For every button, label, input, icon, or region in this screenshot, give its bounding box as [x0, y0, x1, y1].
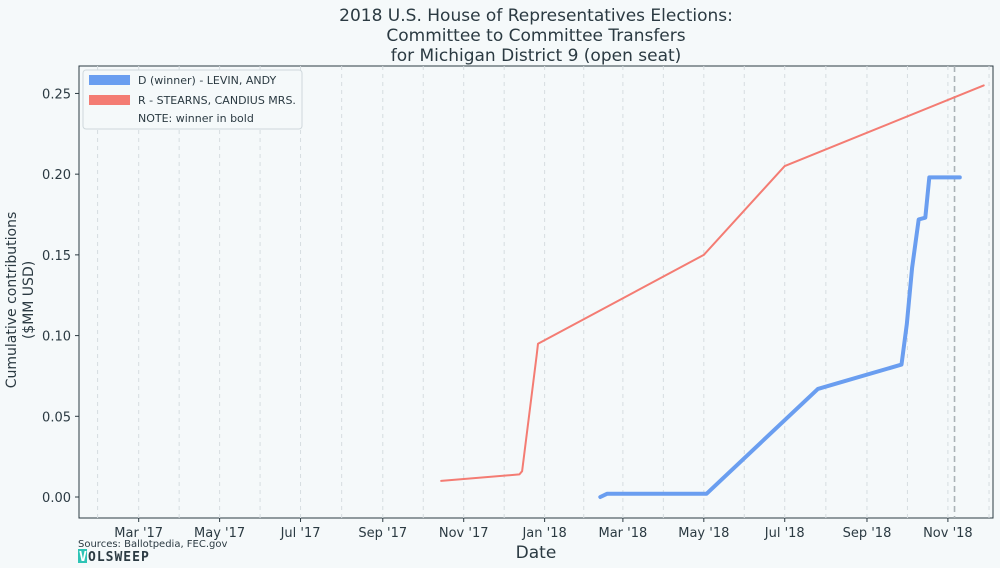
- x-tick-label: May '17: [194, 526, 245, 541]
- x-tick-label: Nov '18: [923, 526, 973, 541]
- y-axis-label: Cumulative contributions ($MM USD): [4, 212, 37, 389]
- title-line-2: Committee to Committee Transfers: [386, 26, 685, 46]
- y-tick-label: 0.25: [42, 87, 71, 102]
- y-axis-ticks: 0.00 0.05 0.10 0.15 0.20 0.25: [42, 87, 79, 506]
- y-tick-label: 0.05: [42, 410, 71, 425]
- y-axis-label-line-2: ($MM USD): [21, 261, 37, 339]
- legend: D (winner) - LEVIN, ANDY R - STEARNS, CA…: [82, 69, 303, 130]
- x-tick-label: Jul '17: [280, 526, 321, 541]
- gridlines: [97, 66, 990, 518]
- x-tick-label: Jul '18: [764, 526, 805, 541]
- x-tick-label: Sep '18: [843, 526, 892, 541]
- series-line-stearns: [440, 84, 985, 482]
- legend-box: [82, 69, 303, 130]
- legend-label-stearns: R - STEARNS, CANDIUS MRS.: [138, 94, 296, 107]
- y-axis-label-line-1: Cumulative contributions: [4, 212, 20, 389]
- logo-mark: V: [79, 550, 88, 565]
- x-tick-label: Sep '17: [358, 526, 407, 541]
- y-tick-label: 0.20: [42, 168, 71, 183]
- series-lines: [440, 84, 985, 499]
- chart-title: 2018 U.S. House of Representatives Elect…: [339, 6, 733, 66]
- legend-swatch-stearns: [89, 95, 130, 105]
- plot-area: [78, 65, 994, 519]
- title-line-3: for Michigan District 9 (open seat): [391, 46, 682, 66]
- y-tick-label: 0.00: [42, 491, 71, 506]
- volsweep-logo: V OLSWEEP: [78, 549, 150, 565]
- logo-text: OLSWEEP: [88, 550, 150, 565]
- x-axis-ticks: Mar '17 May '17 Jul '17 Sep '17 Nov '17 Jan '…: [114, 518, 973, 541]
- x-tick-label: Nov '17: [439, 526, 489, 541]
- x-tick-label: Mar '17: [114, 526, 163, 541]
- legend-swatch-levin: [89, 75, 130, 85]
- x-axis-label: Date: [516, 543, 557, 563]
- sources-note: Sources: Ballotpedia, FEC.gov: [78, 539, 227, 550]
- y-tick-label: 0.10: [42, 330, 71, 345]
- logo-mark-box: [78, 549, 87, 563]
- series-line-levin: [598, 175, 962, 499]
- legend-label-levin: D (winner) - LEVIN, ANDY: [138, 74, 276, 87]
- x-tick-label: May '18: [678, 526, 729, 541]
- y-tick-label: 0.15: [42, 249, 71, 264]
- x-tick-label: Mar '18: [598, 526, 647, 541]
- title-line-1: 2018 U.S. House of Representatives Elect…: [339, 6, 733, 26]
- legend-note: NOTE: winner in bold: [138, 112, 254, 125]
- x-tick-label: Jan '18: [521, 526, 566, 541]
